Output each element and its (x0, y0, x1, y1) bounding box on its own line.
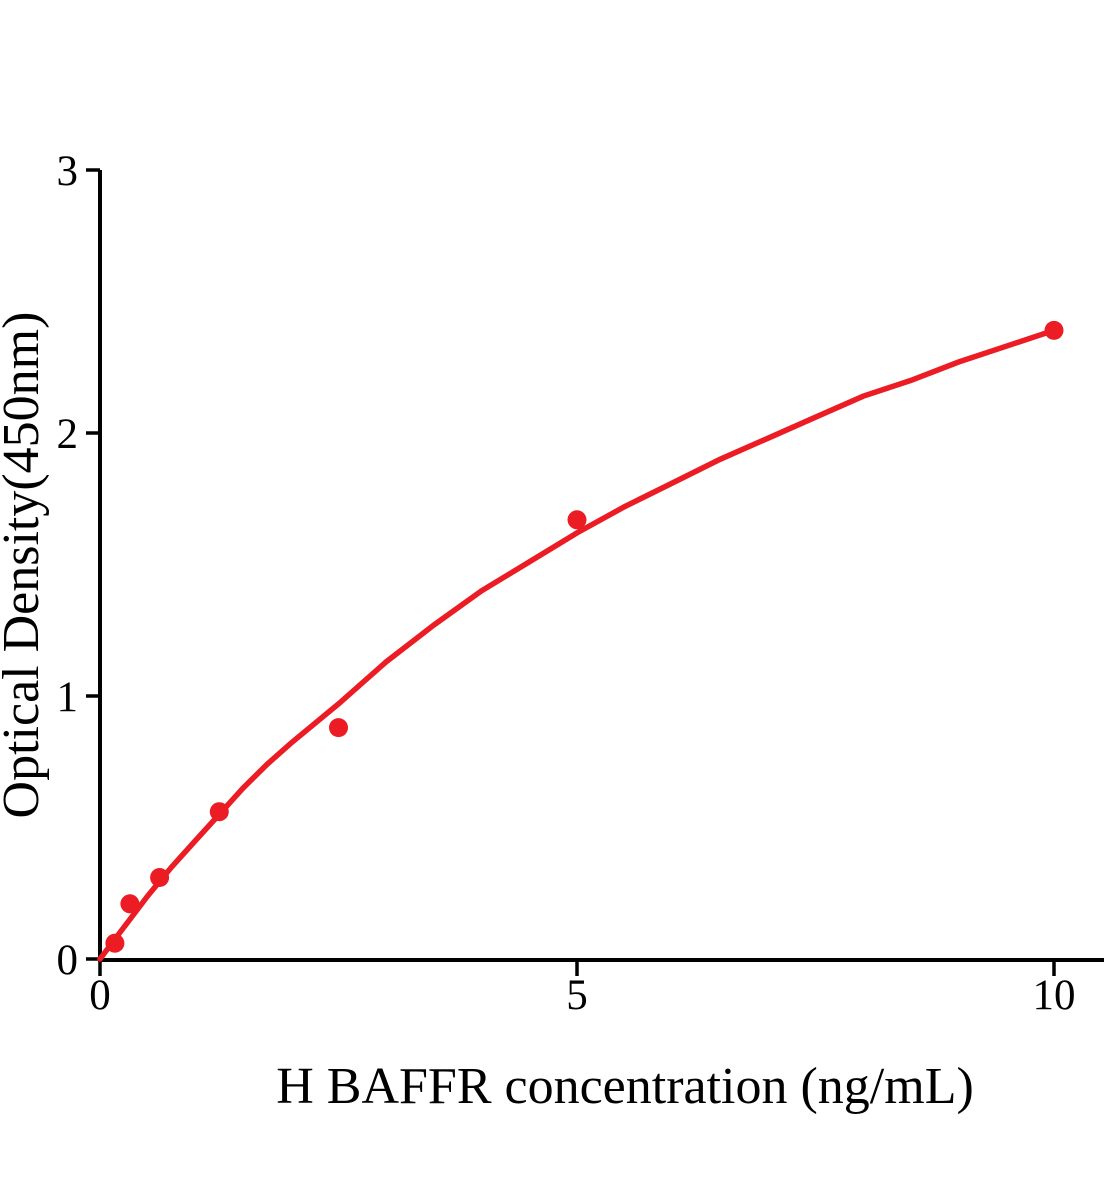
axis-tick-labels: 0 5 10 0 1 2 3 (57, 148, 1076, 1019)
y-tick-label: 3 (57, 148, 79, 195)
x-tick-label: 10 (1033, 972, 1076, 1019)
y-axis-label: Optical Density(450nm) (0, 312, 50, 819)
data-point (105, 933, 125, 953)
x-axis-label: H BAFFR concentration (ng/mL) (276, 1058, 974, 1115)
axes (98, 170, 1104, 962)
data-point (567, 510, 587, 530)
axis-ticks (86, 168, 1056, 976)
y-tick-label: 1 (57, 674, 79, 721)
data-points (105, 320, 1064, 953)
x-tick-label: 5 (566, 972, 588, 1019)
x-tick-label: 0 (89, 972, 111, 1019)
fit-curve-line (97, 327, 1057, 962)
data-point (120, 894, 140, 914)
y-tick-label: 2 (57, 411, 79, 458)
data-point (209, 802, 229, 822)
y-tick-label: 0 (57, 937, 79, 984)
data-point (150, 868, 170, 887)
data-point (1044, 320, 1064, 340)
data-point (329, 718, 348, 738)
